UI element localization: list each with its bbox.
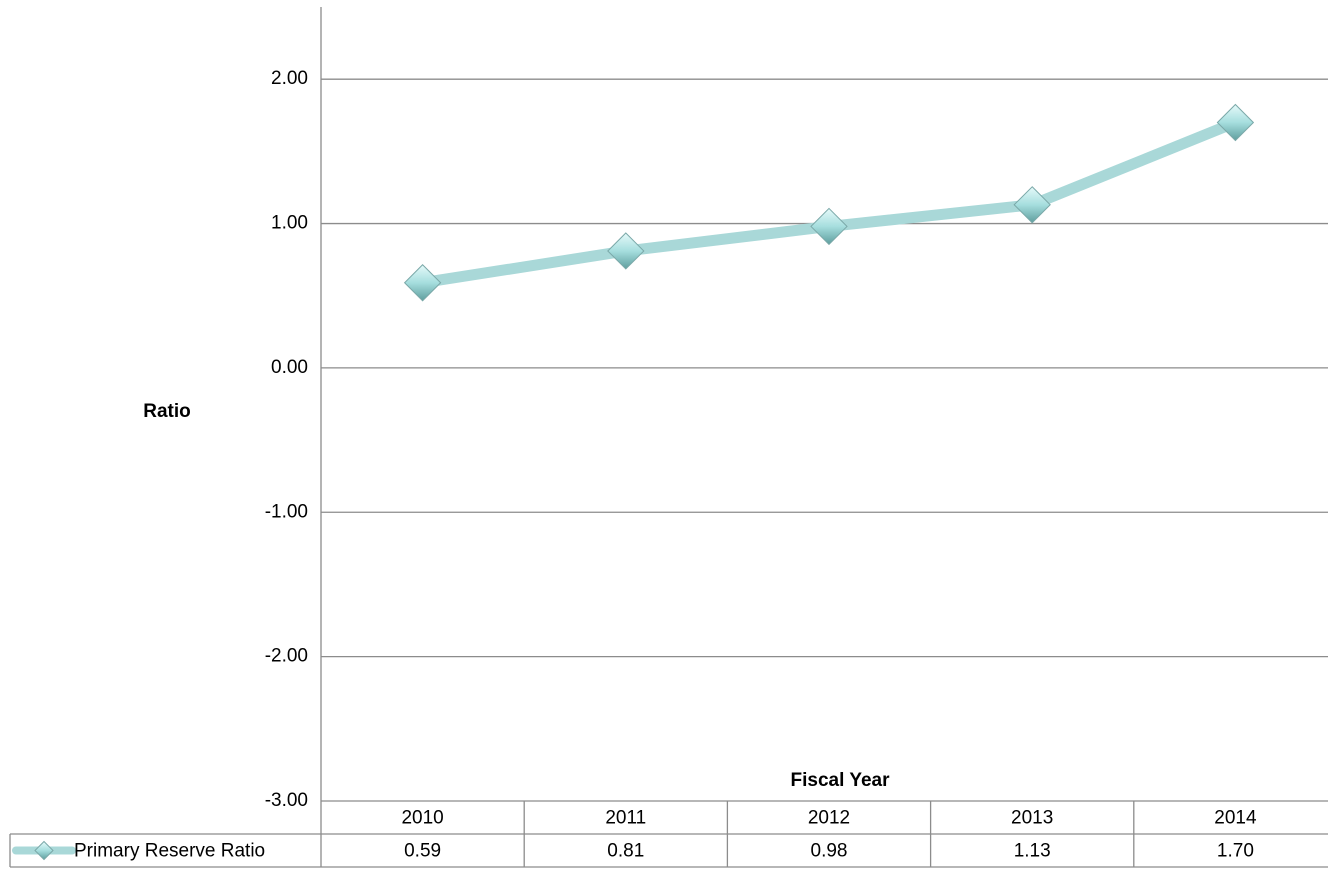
- data-point: [1013, 186, 1051, 224]
- legend-marker: [34, 840, 54, 861]
- x-axis-title: Fiscal Year: [791, 770, 891, 791]
- table-value: 0.98: [811, 841, 848, 862]
- table-value: 1.13: [1014, 841, 1051, 862]
- series-line: [417, 116, 1241, 289]
- y-tick-label: -3.00: [265, 790, 308, 811]
- y-tick-label: 1.00: [271, 213, 308, 234]
- table-value: 0.59: [404, 841, 441, 862]
- data-point: [403, 264, 442, 302]
- table-value: 0.81: [607, 841, 644, 862]
- data-point: [1216, 103, 1255, 142]
- x-tick-label: 2011: [605, 808, 646, 829]
- x-tick-label: 2012: [808, 808, 850, 829]
- y-axis-title: Ratio: [143, 401, 191, 422]
- legend-label: Primary Reserve Ratio: [74, 841, 265, 862]
- y-tick-label: 0.00: [271, 357, 308, 378]
- data-point: [810, 207, 848, 246]
- x-tick-label: 2010: [401, 808, 443, 829]
- data-point: [607, 232, 645, 270]
- x-tick-label: 2013: [1011, 808, 1053, 829]
- x-tick-label: 2014: [1214, 808, 1257, 829]
- table-value: 1.70: [1217, 841, 1254, 862]
- y-tick-label: 2.00: [271, 68, 308, 89]
- y-tick-label: -1.00: [265, 501, 308, 522]
- y-tick-label: -2.00: [265, 646, 308, 667]
